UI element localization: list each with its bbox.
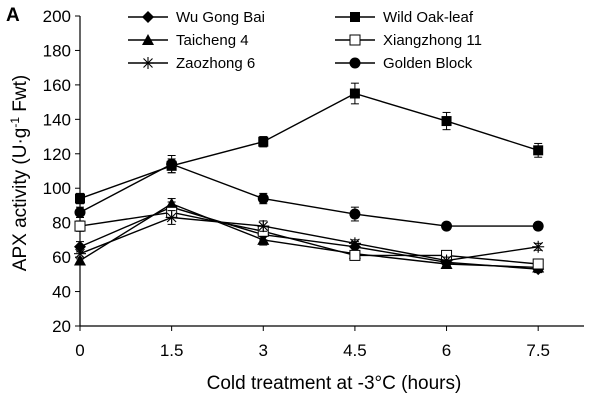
marker-triangle <box>165 197 178 209</box>
legend-item: Taicheng 4 <box>128 32 249 49</box>
marker-asterisk <box>440 254 453 267</box>
legend-label: Taicheng 4 <box>176 32 249 49</box>
marker-asterisk <box>257 220 270 233</box>
series-golden-block <box>74 155 544 232</box>
marker-open-square <box>349 249 361 261</box>
x-tick-label: 4.5 <box>343 341 367 360</box>
series-line <box>79 202 539 269</box>
legend-item: Golden Block <box>335 55 473 72</box>
marker-triangle <box>257 233 270 245</box>
y-tick-label: 40 <box>52 283 71 302</box>
y-tick-label: 180 <box>43 41 71 60</box>
legend-label: Wu Gong Bai <box>176 9 265 26</box>
series-wu-gong-bai <box>74 201 545 276</box>
series-line <box>79 92 539 200</box>
legend-label: Wild Oak-leaf <box>383 9 474 26</box>
panel-label: A <box>6 5 20 26</box>
marker-square <box>258 136 269 147</box>
marker-square <box>350 12 360 22</box>
series-line <box>79 211 539 265</box>
legend-item: Zaozhong 6 <box>128 55 255 72</box>
marker-circle <box>349 57 361 69</box>
legend: Wu Gong Bai Wild Oak-leaf Taicheng 4 Xiangz… <box>128 9 482 72</box>
marker-diamond <box>142 11 154 23</box>
y-tick-label: 20 <box>52 317 71 336</box>
x-axis-title: Cold treatment at -3°C (hours) <box>207 373 462 394</box>
marker-diamond <box>74 240 86 253</box>
marker-open-square <box>74 220 86 232</box>
marker-asterisk <box>165 211 178 224</box>
y-tick-label: 140 <box>43 110 71 129</box>
axes: 20 40 60 80 100 120 140 160 180 200 0 1.5 3 4.5 6 7.5 <box>43 7 584 360</box>
legend-item: Wild Oak-leaf <box>335 9 474 26</box>
marker-asterisk <box>142 57 154 69</box>
marker-asterisk <box>348 237 361 250</box>
x-tick-label: 0 <box>75 341 84 360</box>
y-tick-label: 60 <box>52 248 71 267</box>
y-tick-label: 80 <box>52 214 71 233</box>
legend-item: Xiangzhong 11 <box>335 32 482 49</box>
marker-open-square <box>532 258 544 270</box>
marker-asterisk <box>532 240 545 253</box>
series-zaozhong-6 <box>74 210 545 267</box>
marker-square <box>533 145 544 156</box>
marker-circle <box>532 220 544 232</box>
y-axis-title-unit: Fwt) <box>10 75 31 117</box>
series-wild-oak-leaf <box>75 82 544 205</box>
marker-circle <box>257 193 269 205</box>
marker-circle <box>441 220 453 232</box>
y-tick-label: 120 <box>43 145 71 164</box>
legend-item: Wu Gong Bai <box>128 9 265 26</box>
x-tick-label: 3 <box>259 341 268 360</box>
x-tick-label: 1.5 <box>160 341 184 360</box>
marker-square <box>75 193 85 204</box>
marker-circle <box>166 158 178 170</box>
marker-asterisk <box>74 247 86 260</box>
y-axis-title-main: APX activity (U·g <box>10 128 31 272</box>
y-tick-label: 160 <box>43 76 71 95</box>
legend-label: Zaozhong 6 <box>176 55 255 72</box>
y-axis-title: APX activity (U·g-1 Fwt) <box>8 75 31 271</box>
x-tick-label: 6 <box>442 341 451 360</box>
marker-circle <box>349 208 361 220</box>
series-xiangzhong-11 <box>74 206 544 270</box>
y-tick-label: 200 <box>43 7 71 26</box>
y-tick-label: 100 <box>43 179 71 198</box>
legend-label: Golden Block <box>383 55 473 72</box>
series-line <box>79 216 539 262</box>
marker-open-square <box>349 34 361 46</box>
marker-triangle <box>74 254 86 266</box>
series-line <box>79 163 539 227</box>
marker-triangle <box>142 34 154 45</box>
y-axis-title-exponent: -1 <box>8 117 22 128</box>
marker-square <box>441 116 452 127</box>
series-layer <box>74 82 545 276</box>
marker-circle <box>74 206 86 218</box>
marker-square <box>349 88 360 99</box>
legend-label: Xiangzhong 11 <box>383 32 482 49</box>
x-tick-label: 7.5 <box>526 341 550 360</box>
